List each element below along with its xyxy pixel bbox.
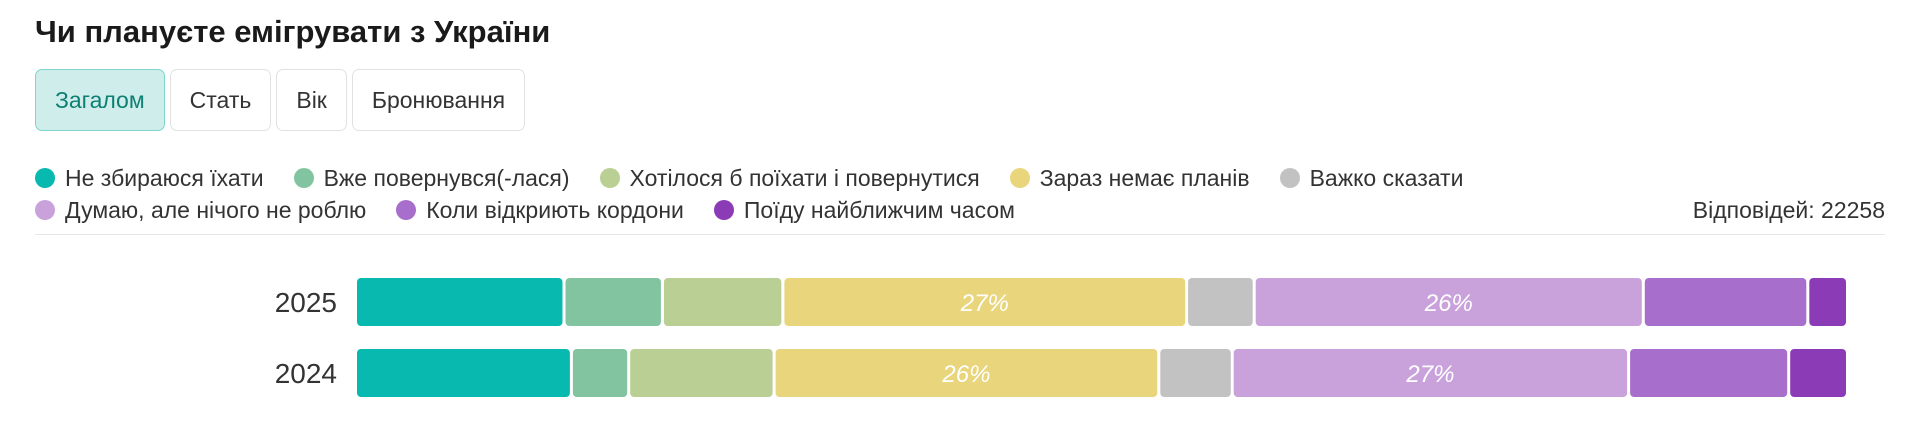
legend-row-2: Думаю, але нічого не роблю Коли відкриют… xyxy=(35,194,1885,226)
chart-title: Чи плануєте емігрувати з України xyxy=(35,14,551,49)
legend-item-returned[interactable]: Вже повернувся(-лася) xyxy=(293,164,570,192)
bar-segment-2024-2[interactable] xyxy=(630,349,773,397)
bar-segment-2025-5[interactable] xyxy=(1255,278,1642,326)
legend-item-leaving-soon[interactable]: Поїду найближчим часом xyxy=(713,196,1015,224)
legend-dot-icon xyxy=(396,200,417,220)
legend-dot-icon xyxy=(35,200,55,220)
legend-dot-icon xyxy=(293,168,314,188)
legend-label: Зараз немає планів xyxy=(1039,164,1250,191)
bar-segment-2025-4[interactable] xyxy=(1188,278,1253,326)
legend-label: Хотілося б поїхати і повернутися xyxy=(629,164,980,191)
legend-item-not-leaving[interactable]: Не збираюся їхати xyxy=(35,165,264,192)
divider xyxy=(35,234,1885,235)
bar-segment-2025-0[interactable] xyxy=(357,278,563,326)
bar-segment-2025-6[interactable] xyxy=(1644,278,1807,326)
legend-item-when-borders-open[interactable]: Коли відкриють кордони xyxy=(396,197,684,224)
legend-item-thinking[interactable]: Думаю, але нічого не роблю xyxy=(35,197,366,224)
responses-count: Відповідей: 22258 xyxy=(1692,196,1885,223)
legend-label: Поїду найближчим часом xyxy=(743,196,1015,223)
bar-segment-2025-3[interactable] xyxy=(784,278,1186,326)
bar-segment-2024-1[interactable] xyxy=(572,349,628,397)
legend: Не збираюся їхати Вже повернувся(-лася) … xyxy=(35,162,1885,226)
legend-item-leave-and-return[interactable]: Хотілося б поїхати і повернутися xyxy=(599,164,980,192)
data-label-2025-3: 27% xyxy=(960,290,1009,317)
legend-dot-icon xyxy=(599,168,620,188)
bar-segment-2024-0[interactable] xyxy=(357,349,570,397)
legend-label: Коли відкриють кордони xyxy=(426,196,684,223)
legend-label: Важко сказати xyxy=(1309,164,1464,191)
tab-gender[interactable]: Стать xyxy=(169,69,272,131)
bar-segment-2024-4[interactable] xyxy=(1160,349,1231,397)
legend-row-1: Не збираюся їхати Вже повернувся(-лася) … xyxy=(35,162,1885,194)
category-label-2024: 2024 xyxy=(275,358,337,389)
bar-segment-2024-3[interactable] xyxy=(775,349,1158,397)
bar-segment-2024-7[interactable] xyxy=(1790,349,1846,397)
legend-dot-icon xyxy=(1009,168,1030,188)
legend-item-hard-to-say[interactable]: Важко сказати xyxy=(1279,164,1464,192)
tab-reservation[interactable]: Бронювання xyxy=(351,69,526,131)
legend-label: Думаю, але нічого не роблю xyxy=(65,196,367,223)
bar-segment-2024-5[interactable] xyxy=(1233,349,1628,397)
bar-segment-2025-1[interactable] xyxy=(565,278,661,326)
legend-label: Не збираюся їхати xyxy=(65,164,264,191)
legend-label: Вже повернувся(-лася) xyxy=(323,164,570,191)
data-label-2024-3: 26% xyxy=(941,361,990,388)
legend-item-no-plans[interactable]: Зараз немає планів xyxy=(1009,164,1250,192)
bar-segment-2025-7[interactable] xyxy=(1809,278,1846,326)
tab-overall[interactable]: Загалом xyxy=(35,69,165,131)
bar-segment-2024-6[interactable] xyxy=(1630,349,1788,397)
tab-bar: Загалом Стать Вік Бронювання xyxy=(35,69,526,131)
data-label-2024-5: 27% xyxy=(1405,361,1454,388)
legend-dot-icon xyxy=(35,168,55,188)
tab-age[interactable]: Вік xyxy=(276,69,347,131)
legend-dot-icon xyxy=(713,200,734,220)
data-label-2025-5: 26% xyxy=(1424,290,1473,317)
legend-dot-icon xyxy=(1279,168,1300,188)
bar-segment-2025-2[interactable] xyxy=(663,278,782,326)
category-label-2025: 2025 xyxy=(275,287,337,318)
